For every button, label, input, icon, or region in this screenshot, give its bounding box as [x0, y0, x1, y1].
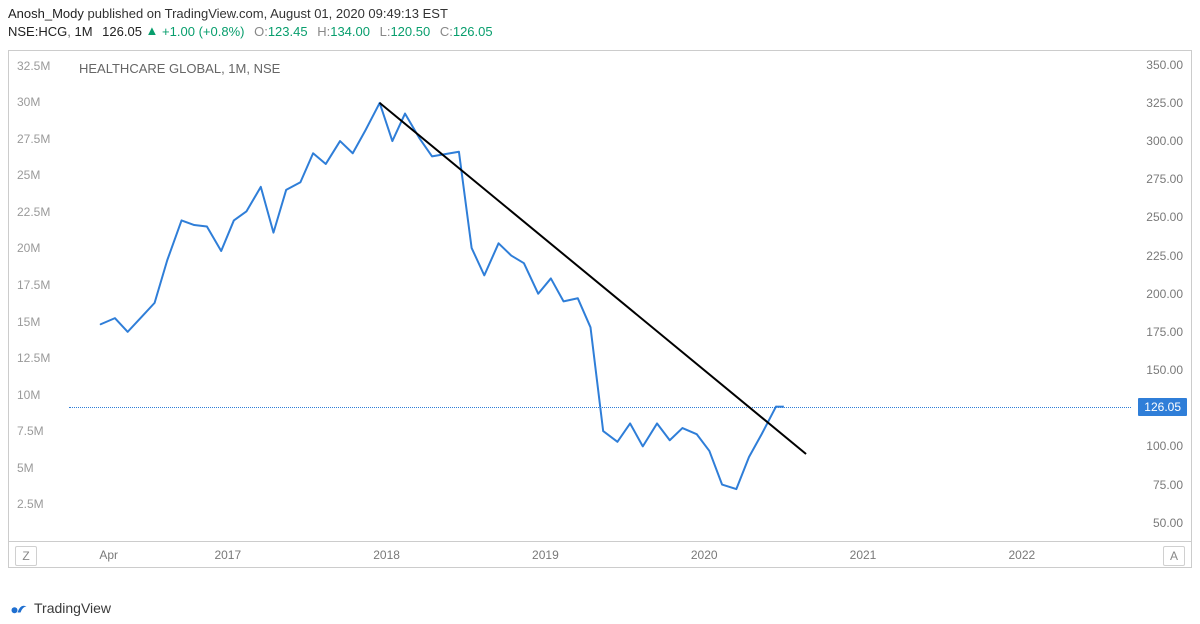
price-series-line — [101, 103, 776, 489]
price-tick: 350.00 — [1146, 58, 1183, 72]
price-tick: 50.00 — [1153, 516, 1183, 530]
zoom-button[interactable]: Z — [15, 546, 37, 566]
symbol: NSE:HCG — [8, 24, 67, 39]
time-axis: Z A Apr 2017 2018 2019 2020 2021 2022 — [9, 541, 1191, 569]
change-pct: (+0.8%) — [199, 24, 245, 39]
author-name: Anosh_Mody — [8, 6, 84, 21]
volume-axis: 32.5M 30M 27.5M 25M 22.5M 20M 17.5M 15M 12.5M 10M… — [9, 51, 69, 567]
plot-svg — [69, 51, 1131, 541]
volume-tick: 7.5M — [17, 424, 44, 438]
plot-area[interactable] — [69, 51, 1131, 541]
volume-tick: 27.5M — [17, 132, 50, 146]
time-tick: 2018 — [373, 548, 400, 562]
open-label: O: — [254, 24, 268, 39]
price-tick: 150.00 — [1146, 363, 1183, 377]
close-value: 126.05 — [453, 24, 493, 39]
ohlc-bar: NSE:HCG, 1M 126.05 ▲ +1.00 (+0.8%) O:123… — [8, 24, 493, 39]
volume-tick: 20M — [17, 241, 40, 255]
auto-button[interactable]: A — [1163, 546, 1185, 566]
close-label: C: — [440, 24, 453, 39]
price-tick: 275.00 — [1146, 172, 1183, 186]
price-tick: 200.00 — [1146, 287, 1183, 301]
volume-tick: 25M — [17, 168, 40, 182]
chart-frame: HEALTHCARE GLOBAL, 1M, NSE 32.5M30M27.5M… — [8, 50, 1192, 568]
time-tick: 2022 — [1008, 548, 1035, 562]
volume-tick: 17.5M — [17, 278, 50, 292]
price-tick: 250.00 — [1146, 210, 1183, 224]
last-price: 126.05 — [102, 24, 142, 39]
price-axis: 350.00 325.00 300.00 275.00 250.00 225.00 200.… — [1131, 51, 1191, 567]
high-value: 134.00 — [330, 24, 370, 39]
time-tick: 2020 — [691, 548, 718, 562]
low-value: 120.50 — [390, 24, 430, 39]
low-label: L: — [380, 24, 391, 39]
price-tick: 300.00 — [1146, 134, 1183, 148]
volume-tick: 32.5M — [17, 59, 50, 73]
up-triangle-icon: ▲ — [146, 23, 159, 38]
tradingview-logo-icon — [10, 601, 28, 615]
price-tick: 225.00 — [1146, 249, 1183, 263]
time-tick: Apr — [99, 548, 118, 562]
price-tick: 75.00 — [1153, 478, 1183, 492]
volume-tick: 2.5M — [17, 497, 44, 511]
volume-tick: 10M — [17, 388, 40, 402]
time-tick: 2017 — [214, 548, 241, 562]
volume-tick: 30M — [17, 95, 40, 109]
current-price-badge: 126.05 — [1138, 398, 1187, 416]
publish-text: published on TradingView.com, August 01,… — [88, 6, 448, 21]
publish-meta: Anosh_Mody published on TradingView.com,… — [8, 6, 448, 21]
brand-footer: TradingView — [10, 600, 111, 616]
screenshot-root: Anosh_Mody published on TradingView.com,… — [0, 0, 1200, 624]
price-tick: 325.00 — [1146, 96, 1183, 110]
trendline[interactable] — [380, 103, 806, 454]
interval: 1M — [74, 24, 92, 39]
volume-tick: 15M — [17, 315, 40, 329]
brand-text: TradingView — [34, 600, 111, 616]
change-abs: +1.00 — [162, 24, 195, 39]
price-tick: 100.00 — [1146, 439, 1183, 453]
time-tick: 2019 — [532, 548, 559, 562]
time-tick: 2021 — [850, 548, 877, 562]
volume-tick: 5M — [17, 461, 34, 475]
price-tick: 175.00 — [1146, 325, 1183, 339]
volume-tick: 12.5M — [17, 351, 50, 365]
open-value: 123.45 — [268, 24, 308, 39]
volume-tick: 22.5M — [17, 205, 50, 219]
high-label: H: — [317, 24, 330, 39]
